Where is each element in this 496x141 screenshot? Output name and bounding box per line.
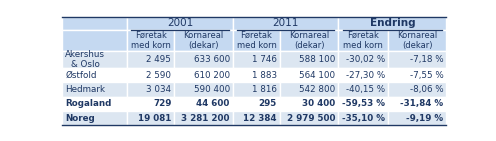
Bar — [175, 68, 233, 82]
Bar — [388, 111, 446, 125]
Bar — [62, 51, 127, 68]
Text: -40,15 %: -40,15 % — [346, 85, 385, 94]
Text: Endring: Endring — [370, 18, 415, 28]
Bar — [233, 30, 280, 51]
Bar — [175, 97, 233, 111]
Bar — [127, 82, 175, 97]
Bar — [62, 97, 127, 111]
Text: -35,10 %: -35,10 % — [342, 114, 385, 123]
Bar — [233, 82, 280, 97]
Text: 542 800: 542 800 — [299, 85, 335, 94]
Bar — [175, 30, 233, 51]
Text: Noreg: Noreg — [65, 114, 95, 123]
Bar — [280, 30, 338, 51]
Text: Føretak
med korn: Føretak med korn — [237, 31, 276, 50]
Text: -7,18 %: -7,18 % — [410, 55, 443, 64]
Text: 2011: 2011 — [272, 18, 299, 28]
Text: 610 200: 610 200 — [193, 71, 230, 80]
Bar — [62, 68, 127, 82]
Bar — [280, 68, 338, 82]
Bar — [388, 51, 446, 68]
Bar — [127, 111, 175, 125]
Text: Rogaland: Rogaland — [65, 99, 112, 108]
Bar — [233, 51, 280, 68]
Bar — [280, 97, 338, 111]
Text: -27,30 %: -27,30 % — [346, 71, 385, 80]
Bar — [233, 68, 280, 82]
Bar — [62, 111, 127, 125]
Bar — [388, 97, 446, 111]
Text: -31,84 %: -31,84 % — [400, 99, 443, 108]
Text: 3 281 200: 3 281 200 — [181, 114, 230, 123]
Bar — [338, 111, 388, 125]
Bar — [388, 30, 446, 51]
Text: Kornareal
(dekar): Kornareal (dekar) — [397, 31, 437, 50]
Text: 3 034: 3 034 — [146, 85, 171, 94]
Text: 30 400: 30 400 — [302, 99, 335, 108]
Bar — [127, 51, 175, 68]
Text: -30,02 %: -30,02 % — [346, 55, 385, 64]
Text: -8,06 %: -8,06 % — [410, 85, 443, 94]
Text: 2001: 2001 — [167, 18, 193, 28]
Text: 2 979 500: 2 979 500 — [287, 114, 335, 123]
Bar — [388, 68, 446, 82]
Text: Akershus
& Oslo: Akershus & Oslo — [65, 50, 105, 69]
Text: Østfold: Østfold — [65, 71, 97, 80]
Text: Føretak
med korn: Føretak med korn — [343, 31, 383, 50]
Text: -7,55 %: -7,55 % — [410, 71, 443, 80]
Bar — [62, 17, 127, 30]
Text: 729: 729 — [153, 99, 171, 108]
Bar — [338, 97, 388, 111]
Text: 12 384: 12 384 — [244, 114, 277, 123]
Text: Hedmark: Hedmark — [65, 85, 105, 94]
Text: 633 600: 633 600 — [193, 55, 230, 64]
Bar — [280, 111, 338, 125]
Text: 588 100: 588 100 — [299, 55, 335, 64]
Text: 19 081: 19 081 — [138, 114, 171, 123]
Bar — [233, 111, 280, 125]
Bar — [233, 17, 338, 30]
Bar — [338, 51, 388, 68]
Text: 1 816: 1 816 — [252, 85, 277, 94]
Text: -59,53 %: -59,53 % — [342, 99, 385, 108]
Text: 1 883: 1 883 — [252, 71, 277, 80]
Bar — [338, 82, 388, 97]
Bar — [175, 51, 233, 68]
Bar — [388, 82, 446, 97]
Bar — [280, 82, 338, 97]
Text: 44 600: 44 600 — [196, 99, 230, 108]
Text: -9,19 %: -9,19 % — [406, 114, 443, 123]
Bar — [127, 97, 175, 111]
Bar — [175, 111, 233, 125]
Bar — [338, 68, 388, 82]
Bar — [175, 82, 233, 97]
Bar — [127, 68, 175, 82]
Bar — [62, 82, 127, 97]
Text: 2 495: 2 495 — [146, 55, 171, 64]
Bar — [127, 30, 175, 51]
Text: Kornareal
(dekar): Kornareal (dekar) — [289, 31, 329, 50]
Text: 295: 295 — [259, 99, 277, 108]
Bar — [62, 30, 127, 51]
Bar — [233, 97, 280, 111]
Text: 590 400: 590 400 — [193, 85, 230, 94]
Bar — [338, 30, 388, 51]
Text: 1 746: 1 746 — [252, 55, 277, 64]
Text: 564 100: 564 100 — [299, 71, 335, 80]
Text: Kornareal
(dekar): Kornareal (dekar) — [184, 31, 224, 50]
Bar — [280, 51, 338, 68]
Text: Føretak
med korn: Føretak med korn — [131, 31, 171, 50]
Bar — [338, 17, 446, 30]
Bar — [127, 17, 233, 30]
Text: 2 590: 2 590 — [146, 71, 171, 80]
